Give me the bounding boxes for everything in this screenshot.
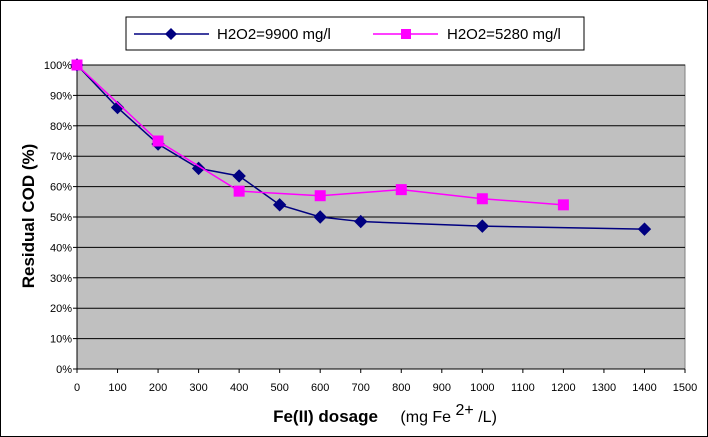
data-point-series-1 [637,222,652,236]
x-tick-label: 1200 [551,382,575,394]
axes: 0% 10% 20% 30% 40% 50% 60% 70% 80% 90% 100% 0 100 200… [44,60,697,394]
x-tick-label: 200 [149,382,167,394]
x-tick-label: 300 [189,382,207,394]
y-tick-label: 50% [50,212,72,224]
legend-label-series-1: H2O2=9900 mg/l [217,26,331,43]
data-point-series-2 [152,135,164,147]
legend-marker-series-2 [401,29,411,39]
x-axis-title: Fe(II) dosage (mg Fe 2+ /L) [273,402,497,426]
y-tick-label: 90% [50,90,72,102]
x-tick-label: 900 [433,382,451,394]
x-axis-title-main: Fe(II) dosage [273,407,378,426]
legend-marker-series-1 [165,28,177,40]
x-tick-label: 100 [108,382,126,394]
x-tick-label: 500 [270,382,288,394]
y-axis-title: Residual COD (%) [19,144,38,289]
legend: H2O2=9900 mg/l H2O2=5280 mg/l [125,16,585,51]
y-tick-label: 70% [50,151,72,163]
x-tick-label: 1300 [592,382,616,394]
data-point-series-1 [272,198,287,212]
x-tick-label: 400 [230,382,248,394]
x-tick-label: 700 [352,382,370,394]
gridlines [77,64,685,340]
y-tick-label: 100% [44,60,72,72]
x-tick-label: 1500 [673,382,697,394]
data-point-series-1 [191,161,206,176]
series-line-1 [76,64,645,230]
y-tick-label: 40% [50,242,72,254]
y-tick-label: 0% [56,364,72,376]
x-tick-label: 800 [392,382,410,394]
data-point-series-1 [354,214,368,229]
y-tick-label: 80% [50,121,72,133]
data-point-series-2 [476,193,488,205]
data-point-series-1 [475,219,490,233]
data-point-series-1 [232,169,246,183]
data-point-series-2 [233,185,245,197]
x-tick-label: 1400 [632,382,656,394]
data-point-series-1 [313,210,327,224]
x-axis-unit-superscript: 2+ [456,402,474,419]
x-tick-label: 1000 [470,382,494,394]
x-tick-label: 1100 [511,382,535,394]
y-tick-label: 60% [50,182,72,194]
y-tick-label: 30% [50,273,72,285]
data-point-series-2 [314,190,326,202]
data-point-series-1 [110,100,125,115]
data-point-series-2 [557,199,569,211]
x-tick-label: 600 [311,382,329,394]
x-axis-unit-prefix: (mg Fe [400,409,451,426]
legend-label-series-2: H2O2=5280 mg/l [447,26,561,43]
series-layer [70,58,652,236]
x-tick-label: 0 [74,382,80,394]
y-tick-label: 10% [50,334,72,346]
y-tick-label: 20% [50,303,72,315]
data-point-series-2 [395,184,407,196]
data-point-series-2 [71,59,83,71]
x-axis-unit-suffix: /L) [478,409,497,426]
